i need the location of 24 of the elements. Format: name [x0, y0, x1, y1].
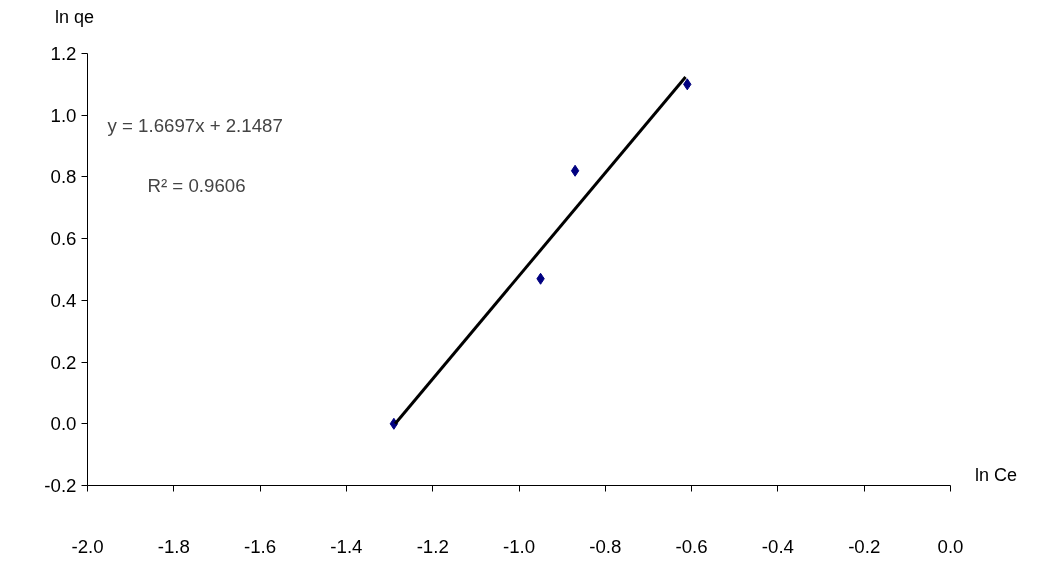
- y-tick-label: 0.0: [50, 413, 77, 435]
- y-tick-label: 1.2: [50, 43, 77, 64]
- point: [570, 164, 580, 177]
- y-tick-label: 0.4: [50, 289, 77, 311]
- x-tick-label: -2.0: [71, 535, 104, 557]
- y-axis-title: ln qe: [55, 6, 95, 29]
- x-tick-label: -0.4: [761, 535, 794, 557]
- x-tick-label: -0.6: [675, 535, 708, 557]
- x-tick-label: 0.0: [937, 535, 964, 557]
- annotation: y = 1.6697x + 2.1487: [107, 114, 283, 136]
- x-tick-label: -1.8: [157, 535, 190, 557]
- x-tick-label: -0.8: [589, 535, 622, 557]
- y-tick-label: 0.2: [50, 351, 77, 373]
- x-axis-title: ln Ce: [975, 464, 1018, 487]
- y-tick-label: -0.2: [44, 475, 77, 496]
- x-tick-label: -1.6: [244, 535, 277, 557]
- x-tick-label: -1.2: [416, 535, 449, 557]
- annotation: R² = 0.9606: [147, 174, 246, 196]
- x-tick-label: -1.4: [330, 535, 363, 557]
- x-tick-label: -0.2: [848, 535, 881, 557]
- y-tick-label: 0.8: [50, 166, 77, 188]
- x-tick-label: -1.0: [502, 535, 536, 557]
- y-tick-label: 1.0: [50, 104, 77, 126]
- y-tick-label: 0.6: [50, 228, 77, 250]
